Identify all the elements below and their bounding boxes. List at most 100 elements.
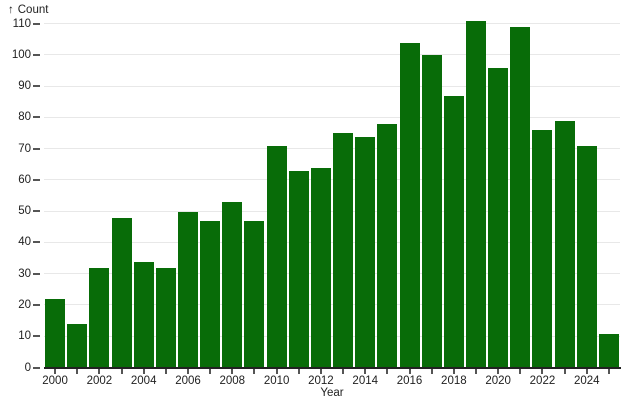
gridline-70: [44, 148, 620, 150]
bar-2005: [155, 268, 176, 368]
y-tick-label-0: 0: [24, 361, 31, 374]
y-tick-110: [33, 22, 40, 25]
y-tick-20: [33, 303, 40, 306]
bar-2015: [377, 124, 398, 368]
bar-2012: [310, 168, 331, 368]
bar-2022: [532, 130, 553, 368]
x-tick-2011: [297, 369, 300, 374]
bar-2001: [67, 324, 88, 368]
x-tick-label-2018: 2018: [441, 375, 467, 387]
x-tick-2001: [76, 369, 79, 374]
gridline-20: [44, 304, 620, 306]
x-tick-2002: [98, 369, 101, 374]
x-tick-label-2012: 2012: [308, 375, 334, 387]
bar-2025: [598, 334, 619, 368]
gridline-50: [44, 210, 620, 212]
y-tick-label-40: 40: [18, 236, 31, 249]
gridline-80: [44, 116, 620, 118]
x-tick-label-2010: 2010: [263, 375, 290, 387]
plot-area: [44, 0, 620, 368]
up-arrow-icon: ↑: [8, 4, 14, 16]
x-tick-label-2002: 2002: [86, 375, 113, 387]
gridline-10: [44, 335, 620, 337]
x-tick-2019: [475, 369, 477, 374]
gridline-100: [44, 54, 620, 56]
x-tick-2021: [519, 369, 522, 374]
y-axis-title-text: Count: [17, 4, 49, 16]
x-axis-line: [44, 367, 621, 369]
x-tick-2007: [209, 369, 212, 374]
x-tick-2022: [541, 369, 544, 374]
y-tick-label-60: 60: [18, 173, 31, 186]
x-tick-2000: [54, 369, 57, 374]
bar-2021: [510, 27, 531, 368]
bar-2006: [178, 212, 198, 368]
x-tick-2014: [364, 369, 367, 374]
x-tick-label-2008: 2008: [219, 375, 246, 387]
bar-2004: [133, 262, 154, 368]
y-tick-label-20: 20: [18, 298, 31, 311]
y-tick-100: [33, 53, 40, 56]
x-tick-2012: [319, 369, 322, 374]
gridline-40: [44, 241, 620, 243]
y-tick-label-90: 90: [18, 80, 31, 93]
x-tick-label-2016: 2016: [396, 375, 423, 387]
gridline-110: [44, 23, 620, 25]
x-tick-label-2006: 2006: [175, 375, 201, 387]
y-tick-label-70: 70: [18, 142, 31, 155]
y-tick-50: [33, 210, 40, 213]
x-tick-2004: [142, 369, 145, 374]
bar-2024: [576, 146, 597, 368]
y-tick-label-30: 30: [18, 267, 31, 280]
x-tick-2023: [563, 369, 566, 374]
bar-2018: [443, 96, 464, 368]
bar-2000: [45, 299, 66, 368]
y-tick-10: [33, 335, 40, 338]
bar-2007: [200, 221, 221, 368]
y-tick-label-100: 100: [11, 48, 31, 61]
x-tick-2009: [253, 369, 256, 374]
y-tick-label-10: 10: [18, 330, 31, 343]
x-tick-2015: [386, 369, 389, 374]
x-tick-label-2022: 2022: [529, 375, 556, 387]
x-tick-2018: [452, 369, 455, 374]
x-tick-2006: [187, 369, 189, 374]
bar-2017: [421, 55, 442, 368]
x-tick-2003: [120, 369, 123, 374]
x-tick-2005: [164, 369, 167, 374]
gridline-60: [44, 179, 620, 181]
bar-2019: [466, 21, 486, 368]
gridline-90: [44, 85, 620, 87]
y-tick-40: [33, 241, 40, 244]
x-tick-2025: [607, 369, 610, 374]
x-tick-label-2004: 2004: [130, 375, 157, 387]
bar-2003: [111, 218, 132, 368]
y-tick-label-50: 50: [18, 205, 31, 218]
x-tick-2017: [430, 369, 433, 374]
x-tick-label-2024: 2024: [573, 375, 600, 387]
y-tick-0: [33, 366, 40, 369]
x-tick-label-2014: 2014: [352, 375, 379, 387]
x-tick-2008: [231, 369, 234, 374]
x-axis-title: Year: [320, 387, 344, 399]
bar-2008: [222, 202, 243, 368]
y-tick-70: [33, 147, 40, 150]
x-tick-2024: [585, 369, 588, 374]
x-tick-label-2000: 2000: [42, 375, 68, 387]
y-tick-label-110: 110: [12, 17, 31, 30]
bar-2010: [266, 146, 287, 368]
x-tick-2010: [275, 369, 278, 374]
bar-2013: [333, 133, 354, 368]
y-tick-60: [33, 178, 40, 181]
y-axis-title: ↑ Count: [8, 4, 48, 16]
x-tick-2020: [497, 369, 500, 374]
y-tick-label-80: 80: [18, 111, 31, 124]
bar-2009: [244, 221, 265, 368]
x-tick-2016: [408, 369, 411, 374]
x-tick-label-2020: 2020: [485, 375, 511, 387]
bar-2016: [399, 43, 420, 368]
bar-2020: [488, 68, 509, 368]
y-tick-90: [33, 85, 40, 88]
gridline-30: [44, 273, 620, 275]
